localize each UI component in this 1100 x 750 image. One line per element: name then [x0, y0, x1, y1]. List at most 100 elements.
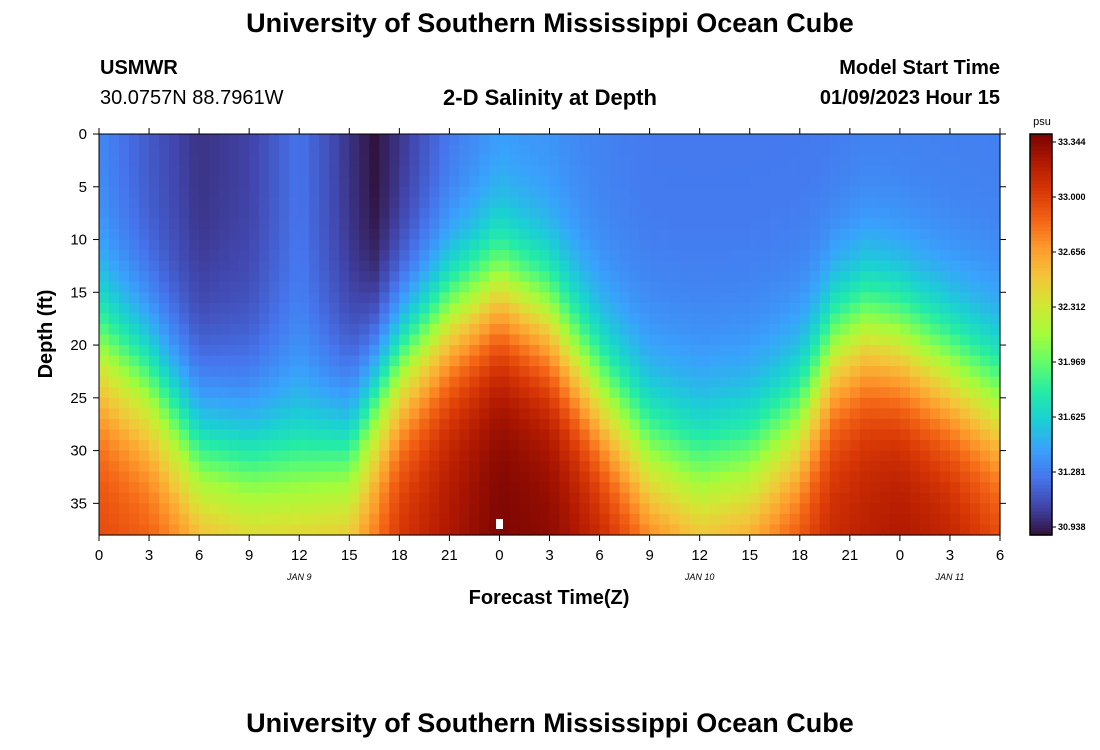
heatmap-cell	[859, 482, 871, 494]
colorbar-segment	[1030, 210, 1052, 215]
heatmap-cell	[759, 207, 771, 220]
heatmap-cell	[179, 492, 190, 504]
heatmap-cell	[419, 207, 430, 220]
heatmap-cell	[289, 429, 300, 441]
heatmap-cell	[199, 334, 210, 346]
heatmap-cell	[319, 450, 330, 462]
heatmap-cell	[889, 482, 901, 494]
heatmap-cell	[689, 260, 701, 272]
heatmap-cell	[609, 355, 621, 367]
heatmap-cell	[649, 471, 661, 483]
heatmap-cell	[299, 313, 310, 325]
heatmap-cell	[969, 345, 981, 357]
heatmap-cell	[649, 165, 661, 177]
heatmap-cell	[229, 524, 240, 536]
heatmap-cell	[429, 281, 440, 293]
heatmap-cell	[629, 450, 641, 462]
heatmap-cell	[969, 492, 981, 504]
heatmap-cell	[799, 408, 811, 420]
heatmap-cell	[199, 366, 210, 378]
heatmap-cell	[869, 492, 881, 504]
heatmap-cell	[169, 366, 180, 378]
heatmap-cell	[589, 418, 601, 431]
heatmap-cell	[479, 271, 491, 283]
heatmap-cell	[179, 197, 190, 209]
heatmap-cell	[149, 197, 160, 209]
colorbar-segment	[1030, 341, 1052, 346]
heatmap-cell	[99, 186, 110, 198]
heatmap-cell	[619, 482, 631, 494]
heatmap-cell	[119, 482, 130, 494]
heatmap-cell	[569, 186, 581, 198]
heatmap-cell	[269, 429, 280, 441]
heatmap-cell	[799, 397, 811, 409]
heatmap-cell	[759, 461, 771, 473]
heatmap-cell	[939, 228, 951, 241]
heatmap-cell	[809, 165, 821, 177]
heatmap-cell	[219, 461, 230, 473]
heatmap-cell	[619, 334, 631, 346]
heatmap-cell	[649, 228, 661, 241]
y-tick-label: 0	[79, 126, 87, 143]
heatmap-cell	[499, 218, 511, 230]
heatmap-cell	[599, 513, 611, 526]
heatmap-cell	[989, 450, 1001, 462]
heatmap-cell	[699, 176, 711, 188]
heatmap-cell	[209, 260, 220, 272]
heatmap-cell	[939, 186, 951, 198]
heatmap-cell	[159, 482, 170, 494]
heatmap-cell	[329, 302, 340, 314]
heatmap-cell	[319, 397, 330, 409]
heatmap-cell	[719, 429, 731, 441]
heatmap-cell	[899, 165, 911, 177]
heatmap-cell	[109, 376, 120, 388]
heatmap-cell	[649, 292, 661, 304]
heatmap-cell	[689, 492, 701, 504]
heatmap-cell	[239, 387, 250, 399]
heatmap-cell	[209, 366, 220, 378]
heatmap-cell	[249, 197, 260, 209]
heatmap-cell	[859, 144, 871, 156]
heatmap-cell	[919, 450, 931, 462]
heatmap-cell	[799, 134, 811, 146]
colorbar-segment	[1030, 224, 1052, 229]
heatmap-cell	[379, 313, 390, 325]
heatmap-cell	[959, 355, 971, 367]
colorbar-segment	[1030, 481, 1052, 486]
heatmap-cell	[639, 355, 651, 367]
heatmap-cell	[599, 492, 611, 504]
heatmap-cell	[699, 281, 711, 293]
heatmap-cell	[679, 134, 691, 146]
heatmap-cell	[939, 440, 951, 452]
heatmap-cell	[119, 471, 130, 483]
heatmap-cell	[209, 397, 220, 409]
heatmap-cell	[839, 165, 851, 177]
heatmap-cell	[309, 302, 320, 314]
heatmap-cell	[339, 302, 350, 314]
heatmap-cell	[889, 471, 901, 483]
heatmap-cell	[829, 408, 841, 420]
heatmap-cell	[849, 387, 861, 399]
heatmap-cell	[639, 134, 651, 146]
heatmap-cell	[269, 323, 280, 336]
heatmap-cell	[259, 334, 270, 346]
heatmap-cell	[489, 134, 501, 146]
heatmap-cell	[199, 418, 210, 431]
heatmap-cell	[479, 408, 491, 420]
heatmap-cell	[479, 461, 491, 473]
heatmap-cell	[729, 302, 741, 314]
heatmap-cell	[979, 408, 991, 420]
heatmap-cell	[799, 450, 811, 462]
heatmap-cell	[259, 176, 270, 188]
heatmap-cell	[919, 355, 931, 367]
heatmap-cell	[789, 197, 801, 209]
heatmap-cell	[769, 313, 781, 325]
heatmap-cell	[969, 197, 981, 209]
heatmap-cell	[879, 387, 891, 399]
heatmap-cell	[299, 271, 310, 283]
heatmap-cell	[619, 397, 631, 409]
heatmap-cell	[789, 134, 801, 146]
heatmap-cell	[549, 397, 561, 409]
heatmap-cell	[469, 186, 481, 198]
heatmap-cell	[279, 228, 290, 241]
